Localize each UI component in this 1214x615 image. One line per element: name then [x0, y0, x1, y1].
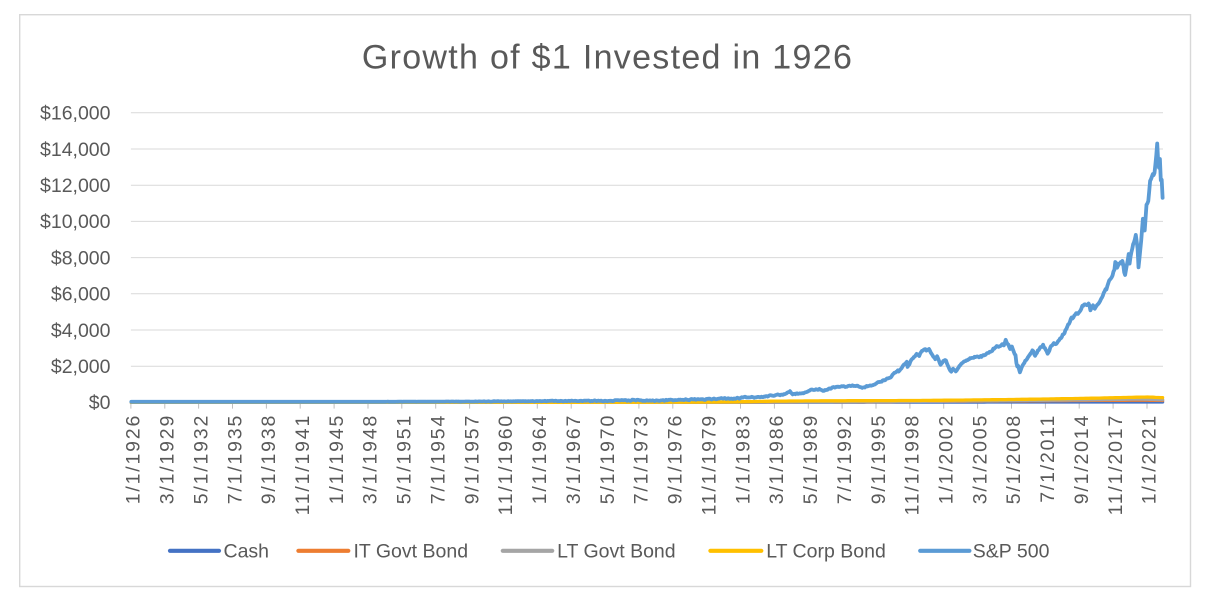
svg-text:Cash: Cash: [224, 540, 270, 562]
svg-text:3/1/1967: 3/1/1967: [563, 414, 585, 504]
svg-text:5/1/1932: 5/1/1932: [190, 414, 212, 504]
svg-text:11/1/1998: 11/1/1998: [902, 414, 924, 516]
svg-text:9/1/1957: 9/1/1957: [461, 414, 483, 504]
svg-text:IT Govt Bond: IT Govt Bond: [354, 540, 469, 562]
svg-text:1/1/1926: 1/1/1926: [123, 414, 145, 504]
svg-text:1/1/1945: 1/1/1945: [326, 414, 348, 504]
svg-text:7/1/1973: 7/1/1973: [631, 414, 653, 504]
svg-text:11/1/1941: 11/1/1941: [292, 414, 314, 516]
svg-text:5/1/1951: 5/1/1951: [394, 414, 416, 504]
svg-text:3/1/1929: 3/1/1929: [157, 414, 179, 504]
svg-text:$8,000: $8,000: [51, 247, 111, 269]
svg-text:9/1/1938: 9/1/1938: [258, 414, 280, 504]
svg-text:S&P 500: S&P 500: [973, 540, 1050, 562]
svg-text:1/1/2021: 1/1/2021: [1139, 414, 1161, 504]
svg-text:9/1/1976: 9/1/1976: [665, 414, 687, 504]
svg-text:7/1/1935: 7/1/1935: [224, 414, 246, 504]
svg-text:7/1/1954: 7/1/1954: [428, 414, 450, 504]
svg-text:1/1/1983: 1/1/1983: [732, 414, 754, 504]
svg-text:9/1/2014: 9/1/2014: [1071, 414, 1093, 504]
svg-text:$16,000: $16,000: [40, 103, 111, 125]
svg-text:3/1/1948: 3/1/1948: [360, 414, 382, 504]
svg-text:$14,000: $14,000: [40, 139, 111, 161]
svg-text:LT Corp Bond: LT Corp Bond: [766, 540, 886, 562]
svg-text:11/1/1960: 11/1/1960: [495, 414, 517, 516]
svg-text:5/1/2008: 5/1/2008: [1003, 414, 1025, 504]
svg-text:7/1/2011: 7/1/2011: [1037, 414, 1059, 503]
svg-text:$6,000: $6,000: [51, 284, 111, 306]
svg-text:1/1/2002: 1/1/2002: [936, 414, 958, 504]
svg-text:Growth of $1 Invested in 1926: Growth of $1 Invested in 1926: [362, 38, 853, 76]
svg-text:LT Govt Bond: LT Govt Bond: [557, 540, 676, 562]
svg-text:$4,000: $4,000: [51, 320, 111, 342]
svg-text:$2,000: $2,000: [51, 356, 111, 378]
svg-text:$12,000: $12,000: [40, 175, 111, 197]
svg-text:5/1/1989: 5/1/1989: [800, 414, 822, 504]
svg-text:1/1/1964: 1/1/1964: [529, 414, 551, 504]
svg-text:3/1/2005: 3/1/2005: [969, 414, 991, 504]
svg-text:3/1/1986: 3/1/1986: [766, 414, 788, 504]
svg-text:5/1/1970: 5/1/1970: [597, 414, 619, 504]
svg-text:7/1/1992: 7/1/1992: [834, 414, 856, 504]
svg-text:$0: $0: [89, 392, 111, 414]
svg-text:9/1/1995: 9/1/1995: [868, 414, 890, 504]
svg-text:11/1/1979: 11/1/1979: [698, 414, 720, 516]
svg-text:$10,000: $10,000: [40, 211, 111, 233]
svg-text:11/1/2017: 11/1/2017: [1105, 414, 1127, 516]
